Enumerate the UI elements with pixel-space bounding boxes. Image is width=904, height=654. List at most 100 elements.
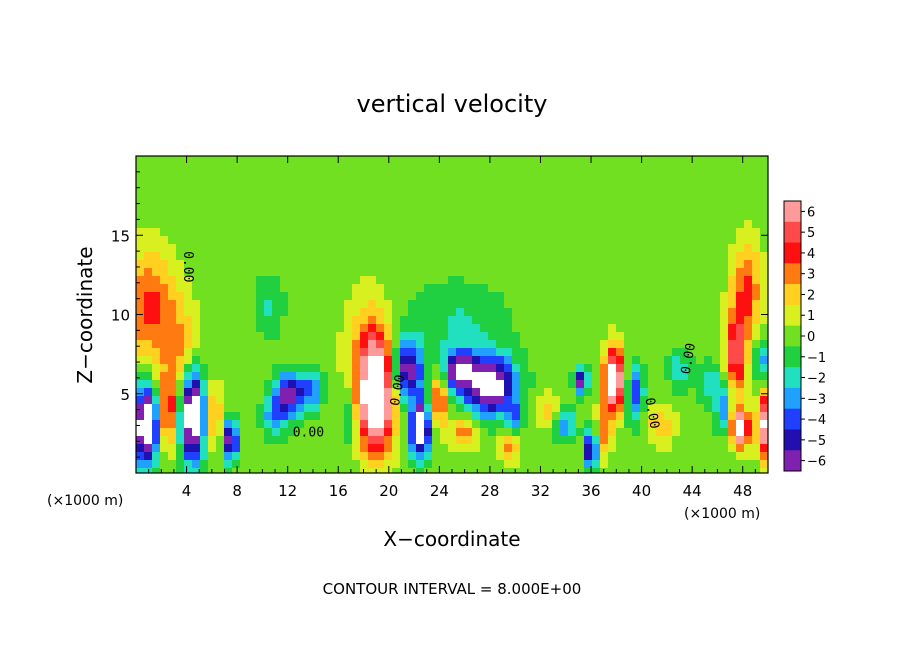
field-cell [440,188,449,197]
field-cell [376,196,385,205]
x-tick-label: 24 [430,482,449,500]
field-cell [152,156,161,165]
field-cell [688,460,697,469]
field-cell [352,388,361,397]
field-cell [640,188,649,197]
field-cell [656,260,665,269]
field-cell [384,444,393,453]
field-cell [536,244,545,253]
field-cell [560,316,569,325]
field-cell [176,172,185,181]
field-cell [216,252,225,261]
field-cell [536,292,545,301]
field-cell [480,252,489,261]
field-cell [216,172,225,181]
field-cell [360,396,369,405]
field-cell [720,404,729,413]
field-cell [280,396,289,405]
field-cell [536,236,545,245]
field-cell [552,420,561,429]
field-cell [624,180,633,189]
field-cell [448,220,457,229]
field-cell [224,300,233,309]
field-cell [424,228,433,237]
field-cell [272,428,281,437]
field-cell [608,292,617,301]
field-cell [472,428,481,437]
field-cell [272,212,281,221]
field-cell [536,180,545,189]
field-cell [232,180,241,189]
field-cell [360,316,369,325]
field-cell [656,292,665,301]
field-cell [384,340,393,349]
field-cell [232,388,241,397]
field-cell [664,244,673,253]
field-cell [688,452,697,461]
field-cell [256,444,265,453]
field-cell [392,180,401,189]
field-cell [488,348,497,357]
field-cell [632,180,641,189]
field-cell [448,356,457,365]
field-cell [736,252,745,261]
field-cell [408,292,417,301]
field-cell [208,332,217,341]
colorbar-swatch [784,387,801,409]
field-cell [688,196,697,205]
field-cell [288,356,297,365]
field-cell [560,412,569,421]
field-cell [136,332,145,341]
field-cell [176,164,185,173]
field-cell [208,196,217,205]
field-cell [464,260,473,269]
field-cell [656,204,665,213]
field-cell [720,444,729,453]
field-cell [344,172,353,181]
field-cell [312,252,321,261]
field-cell [560,236,569,245]
field-cell [352,220,361,229]
field-cell [592,228,601,237]
field-cell [136,428,145,437]
field-cell [488,340,497,349]
field-cell [504,228,513,237]
field-cell [464,324,473,333]
field-cell [696,204,705,213]
field-cell [448,260,457,269]
field-cell [664,268,673,277]
field-cell [288,164,297,173]
field-cell [584,260,593,269]
field-cell [216,156,225,165]
field-cell [224,436,233,445]
field-cell [664,364,673,373]
field-cell [688,324,697,333]
field-cell [312,388,321,397]
field-cell [136,308,145,317]
field-cell [208,316,217,325]
field-cell [512,228,521,237]
field-cell [160,324,169,333]
field-cell [416,396,425,405]
field-cell [392,428,401,437]
field-cell [360,172,369,181]
field-cell [616,468,625,474]
field-cell [432,260,441,269]
field-cell [392,380,401,389]
field-cell [280,212,289,221]
field-cell [272,204,281,213]
field-cell [248,372,257,381]
field-cell [592,396,601,405]
field-cell [344,276,353,285]
field-cell [152,316,161,325]
field-cell [184,228,193,237]
field-cell [552,300,561,309]
field-cell [664,444,673,453]
field-cell [192,244,201,253]
field-cell [568,388,577,397]
field-cell [504,468,513,474]
field-cell [624,444,633,453]
field-cell [736,396,745,405]
field-cell [392,452,401,461]
field-cell [208,452,217,461]
